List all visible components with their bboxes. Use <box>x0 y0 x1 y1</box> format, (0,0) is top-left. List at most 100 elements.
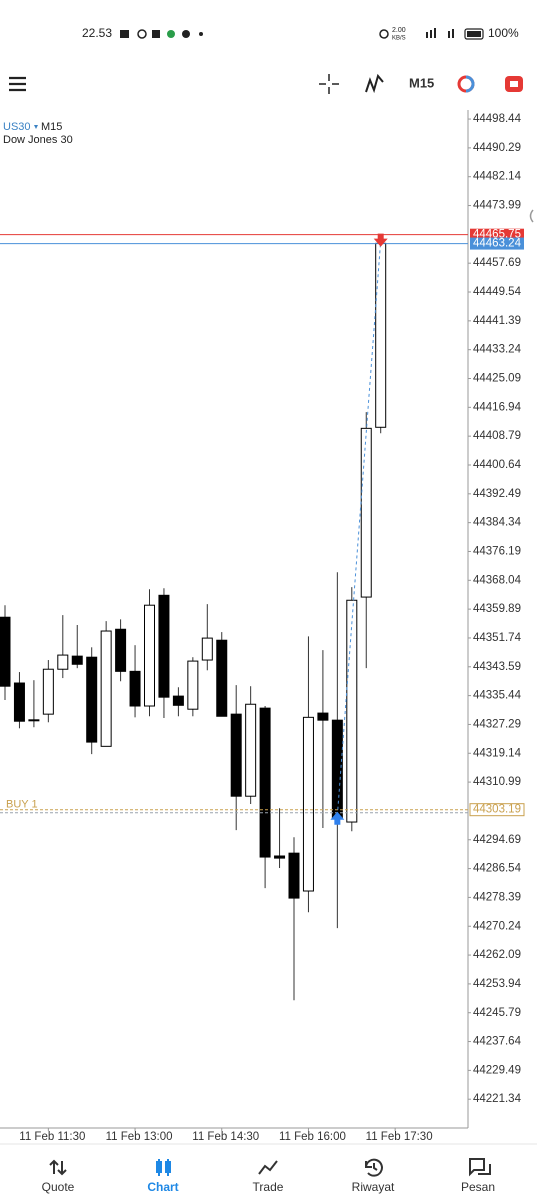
nav-label[interactable]: Trade <box>253 1180 284 1194</box>
symbol-timeframe: M15 <box>41 121 62 133</box>
price-label-bg <box>470 237 524 250</box>
x-tick-label: 11 Feb 11:30 <box>19 1131 85 1143</box>
battery-icon <box>464 28 484 40</box>
y-tick-label: 44319.14 <box>473 747 522 759</box>
y-tick-label: 44351.74 <box>473 632 522 644</box>
y-tick-label: 44270.24 <box>473 920 522 932</box>
candle-body <box>302 716 314 892</box>
y-tick-label: 44294.69 <box>473 834 521 846</box>
x-tick-label: 11 Feb 17:30 <box>366 1131 433 1143</box>
candle-body <box>288 852 300 899</box>
y-tick-label: 44278.39 <box>473 891 521 903</box>
status-icon <box>452 29 454 38</box>
x-tick-label: 11 Feb 16:00 <box>279 1131 346 1143</box>
status-icon <box>434 28 436 38</box>
y-tick-label: 44392.49 <box>473 488 521 500</box>
symbol-description: Dow Jones 30 <box>3 134 73 146</box>
y-tick-label: 44498.44 <box>473 113 522 125</box>
nav-label[interactable]: Quote <box>42 1180 75 1194</box>
symbol-dropdown[interactable] <box>34 125 38 129</box>
status-icon <box>426 32 428 38</box>
bottom-nav: Quote Chart Trade Riwayat Pesan <box>42 1180 495 1194</box>
status-icon <box>199 32 203 36</box>
status-icon <box>430 30 432 38</box>
candle-body <box>71 655 83 665</box>
chart: 44498.44 44490.29 44482.14 44473.99 44457.69… <box>0 113 525 1143</box>
position-price-bg <box>469 803 525 817</box>
y-tick-label: 44384.34 <box>473 517 522 529</box>
status-icon <box>167 30 175 38</box>
side-handle[interactable] <box>529 209 534 223</box>
nav-label[interactable]: Riwayat <box>352 1180 395 1194</box>
y-tick-label: 44262.09 <box>473 949 521 961</box>
candle-body <box>274 855 286 859</box>
nav-label[interactable]: Pesan <box>461 1180 495 1194</box>
y-tick-label: 44245.79 <box>473 1007 521 1019</box>
y-tick-label: 44237.64 <box>473 1036 522 1048</box>
crosshair-button[interactable] <box>319 74 339 94</box>
candle-body <box>13 682 25 722</box>
y-tick-label: 44327.29 <box>473 718 521 730</box>
indicators-button[interactable] <box>365 73 384 94</box>
status-icons <box>120 28 484 40</box>
y-tick-label: 44253.94 <box>473 978 522 990</box>
history-icon <box>365 1158 383 1177</box>
sell-arrow <box>373 233 388 247</box>
status-icon <box>182 30 190 38</box>
status-icon <box>379 29 389 39</box>
candle-body <box>100 630 112 747</box>
y-tick-label: 44457.69 <box>473 257 521 269</box>
price-label: 44463.24 <box>473 238 522 250</box>
y-tick-label: 44343.59 <box>473 661 521 673</box>
chart-icon <box>156 1159 171 1176</box>
status-icon <box>152 30 160 38</box>
y-tick-label: 44221.34 <box>473 1093 522 1105</box>
battery-text: 100% <box>488 26 519 40</box>
quote-icon <box>49 1159 67 1176</box>
candle-body <box>230 713 242 797</box>
y-tick-label: 44473.99 <box>473 200 521 212</box>
y-tick-label: 44286.54 <box>473 863 522 875</box>
y-tick-label: 44490.29 <box>473 142 521 154</box>
candle-body <box>360 427 372 598</box>
y-tick-label: 44310.99 <box>473 776 521 788</box>
candle-body <box>42 668 54 715</box>
candle-body <box>201 637 213 661</box>
y-tick-label: 44229.49 <box>473 1064 521 1076</box>
y-tick-label: 44449.54 <box>473 286 522 298</box>
candle-body <box>0 616 11 687</box>
y-tick-label: 44376.19 <box>473 546 521 558</box>
y-tick-label: 44408.79 <box>473 430 521 442</box>
position-price: 44303.19 <box>473 804 521 816</box>
network-speed: 2.00 <box>392 27 406 34</box>
y-tick-label: 44425.09 <box>473 373 521 385</box>
trade-icon <box>258 1160 278 1175</box>
y-tick-label: 44368.04 <box>473 574 522 586</box>
trade-button-half <box>465 75 475 93</box>
y-tick-label: 44335.44 <box>473 690 522 702</box>
candle-body <box>86 656 98 743</box>
nav-label[interactable]: Chart <box>147 1180 178 1194</box>
candle-body <box>57 654 69 670</box>
messages-icon <box>469 1158 491 1177</box>
y-tick-label: 44416.94 <box>473 401 522 413</box>
x-tick-label: 11 Feb 13:00 <box>106 1131 173 1143</box>
candle-body <box>115 628 127 672</box>
y-tick-label: 44433.24 <box>473 344 522 356</box>
status-icon <box>448 31 450 38</box>
y-tick-label: 44400.64 <box>473 459 522 471</box>
symbol-name[interactable]: US30 <box>3 121 31 133</box>
candle-body <box>216 639 228 717</box>
status-icon <box>120 30 129 38</box>
candle-body <box>346 599 358 823</box>
status-icon <box>137 29 147 39</box>
candle-body <box>172 695 184 706</box>
position-label: BUY 1 <box>6 799 38 811</box>
candle-body <box>187 660 199 710</box>
menu-button[interactable] <box>9 76 26 92</box>
candle-body <box>129 670 141 707</box>
battery-level <box>467 31 481 37</box>
buy-arrow <box>330 811 345 825</box>
timeframe-button[interactable]: M15 <box>409 75 434 90</box>
